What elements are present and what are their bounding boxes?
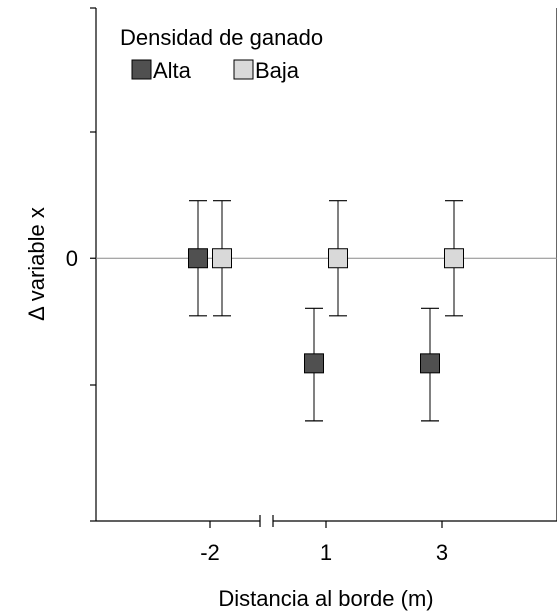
legend-title: Densidad de ganado xyxy=(120,25,323,50)
x-axis-label: Distancia al borde (m) xyxy=(218,586,433,611)
legend-swatch-baja xyxy=(233,59,254,80)
y-axis-label: Δ variable x xyxy=(24,207,49,321)
data-point-marker xyxy=(328,248,348,269)
legend-swatch-alta xyxy=(131,59,152,80)
x-tick-label: 3 xyxy=(436,540,448,565)
series-layer xyxy=(188,200,464,422)
x-tick-label: 1 xyxy=(320,540,332,565)
legend-label-alta: Alta xyxy=(153,58,192,83)
data-point-marker xyxy=(188,248,208,269)
plot-frame xyxy=(95,8,557,527)
y-tick-label: 0 xyxy=(66,246,78,271)
data-point-marker xyxy=(304,353,324,374)
data-point-marker xyxy=(420,353,440,374)
legend: Densidad de ganado Alta Baja xyxy=(120,25,323,83)
y-ticks: 0 xyxy=(66,7,96,522)
series-baja xyxy=(212,200,464,317)
data-point-marker xyxy=(444,248,464,269)
x-tick-label: -2 xyxy=(200,540,220,565)
series-alta xyxy=(188,200,440,422)
x-ticks: -2 1 3 xyxy=(200,521,448,565)
legend-label-baja: Baja xyxy=(255,58,300,83)
data-point-marker xyxy=(212,248,232,269)
